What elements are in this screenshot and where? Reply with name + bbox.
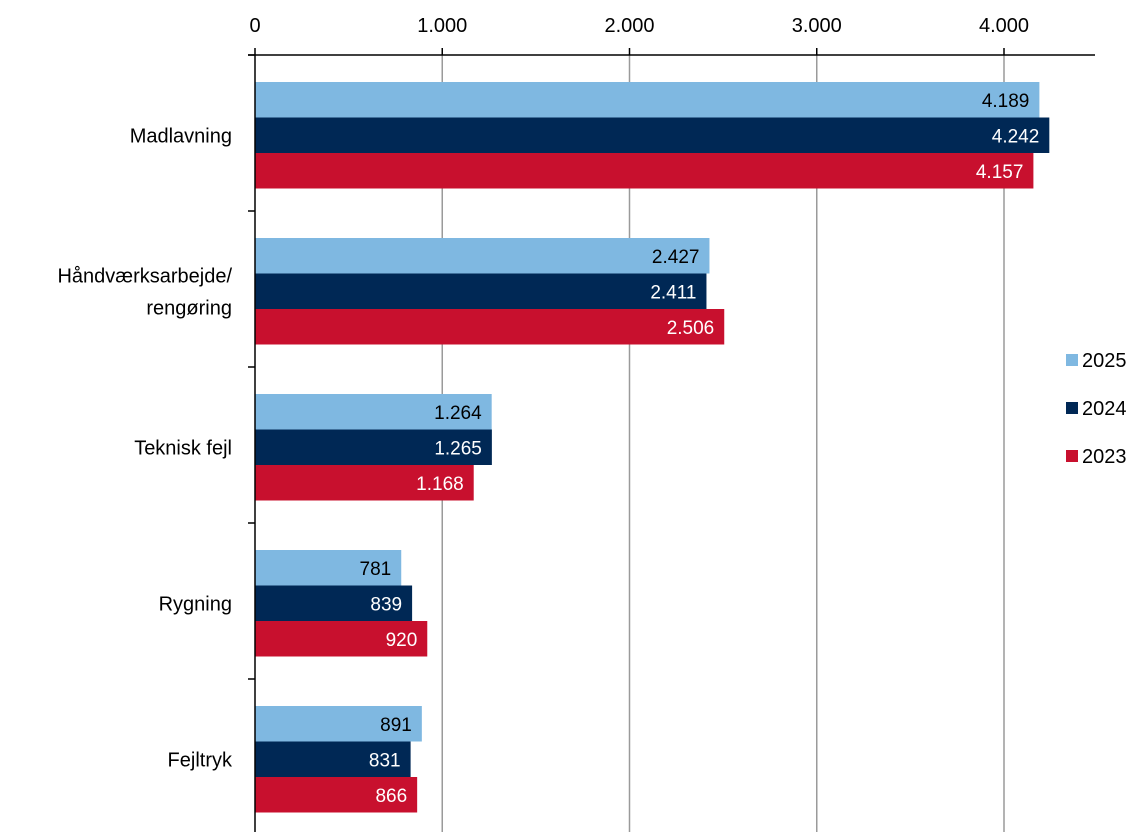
legend-swatch-2025 [1066,354,1078,366]
data-label-2023: 920 [386,630,418,651]
data-label-2023: 4.157 [976,162,1024,183]
data-label-2024: 831 [369,750,401,771]
category-label: Fejltryk [168,749,233,771]
bar-2023 [255,309,725,345]
category-label: Teknisk fejl [134,437,232,459]
legend-label-2024: 2024 [1082,398,1127,420]
data-label-2023: 866 [375,786,407,807]
data-label-2024: 4.242 [992,126,1040,147]
bar-2025 [255,550,402,586]
legend-label-2025: 2025 [1082,350,1127,372]
legend-label-2023: 2023 [1082,446,1127,468]
bars [255,82,1050,813]
bar-2024 [255,273,707,309]
legend: 2025 2024 2023 [1066,350,1127,468]
bar-2024 [255,585,413,621]
x-tick-label: 0 [249,15,260,37]
bar-2024 [255,429,492,465]
data-label-2023: 2.506 [667,318,715,339]
bar-2025 [255,394,492,430]
x-tick-label: 4.000 [979,15,1029,37]
data-label-2023: 1.168 [416,474,464,495]
data-label-2025: 781 [360,559,392,580]
data-label-2025: 1.264 [434,403,482,424]
data-labels: 4.189 2.427 1.264 781 891 4.242 2.411 1.265 839 8… [360,91,1040,807]
category-label: Rygning [159,593,232,615]
data-label-2024: 839 [370,594,402,615]
category-label: rengøring [146,297,232,319]
data-label-2024: 1.265 [434,438,482,459]
x-tick-label: 3.000 [792,15,842,37]
bar-2024 [255,741,411,777]
axes: 0 1.000 2.000 3.000 4.000 Madlavning Håndværks… [57,15,1095,832]
bar-2023 [255,153,1034,189]
data-label-2025: 4.189 [982,91,1030,112]
bar-2025 [255,82,1040,118]
legend-swatch-2024 [1066,402,1078,414]
x-tick-label: 2.000 [604,15,654,37]
bar-2025 [255,238,710,274]
data-label-2025: 2.427 [652,247,700,268]
x-tick-label: 1.000 [417,15,467,37]
category-label: Madlavning [130,125,232,147]
category-label: Håndværksarbejde/ [57,265,232,287]
data-label-2024: 2.411 [650,282,696,303]
bar-2023 [255,777,418,813]
bar-2024 [255,117,1050,153]
bar-2023 [255,465,474,501]
bar-2023 [255,621,428,657]
data-label-2025: 891 [380,715,412,736]
legend-swatch-2023 [1066,450,1078,462]
bar-2025 [255,706,422,742]
